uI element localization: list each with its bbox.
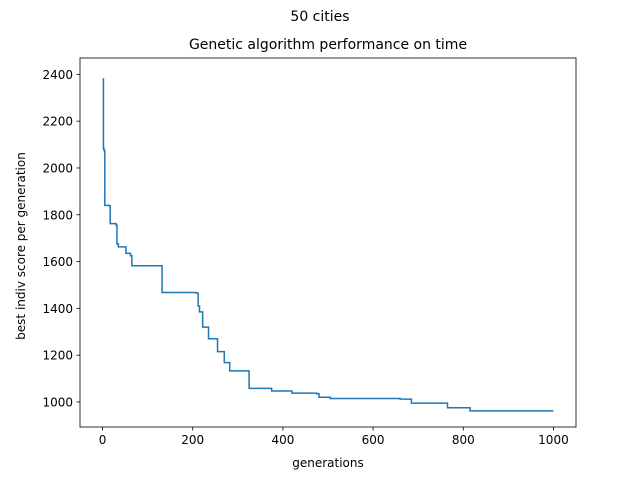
chart-suptitle: 50 cities [290, 9, 349, 25]
series-line-0 [102, 78, 554, 412]
y-tick-label: 1000 [42, 395, 73, 409]
y-tick-label: 1200 [42, 349, 73, 363]
x-tick-label: 200 [181, 433, 204, 447]
y-tick-label: 2200 [42, 115, 73, 129]
y-tick-label: 1400 [42, 302, 73, 316]
y-tick-label: 1800 [42, 208, 73, 222]
plot-area [79, 57, 577, 428]
y-tick-label: 2400 [42, 68, 73, 82]
x-tick-label: 400 [271, 433, 294, 447]
y-axis-ticks: 1000 1200 1400 1600 1800 2000 2200 2400 [42, 68, 80, 409]
x-tick-label: 1000 [538, 433, 569, 447]
y-axis-label: best indiv score per generation [14, 152, 28, 340]
x-tick-label: 800 [452, 433, 475, 447]
x-axis-label: generations [292, 456, 364, 470]
axes-frame [79, 57, 577, 428]
x-tick-label: 600 [362, 433, 385, 447]
y-tick-label: 2000 [42, 161, 73, 175]
chart-title: Genetic algorithm performance on time [189, 37, 467, 53]
y-tick-label: 1600 [42, 255, 73, 269]
x-tick-label: 0 [99, 433, 107, 447]
x-axis-ticks: 0 200 400 600 800 1000 [99, 427, 569, 447]
